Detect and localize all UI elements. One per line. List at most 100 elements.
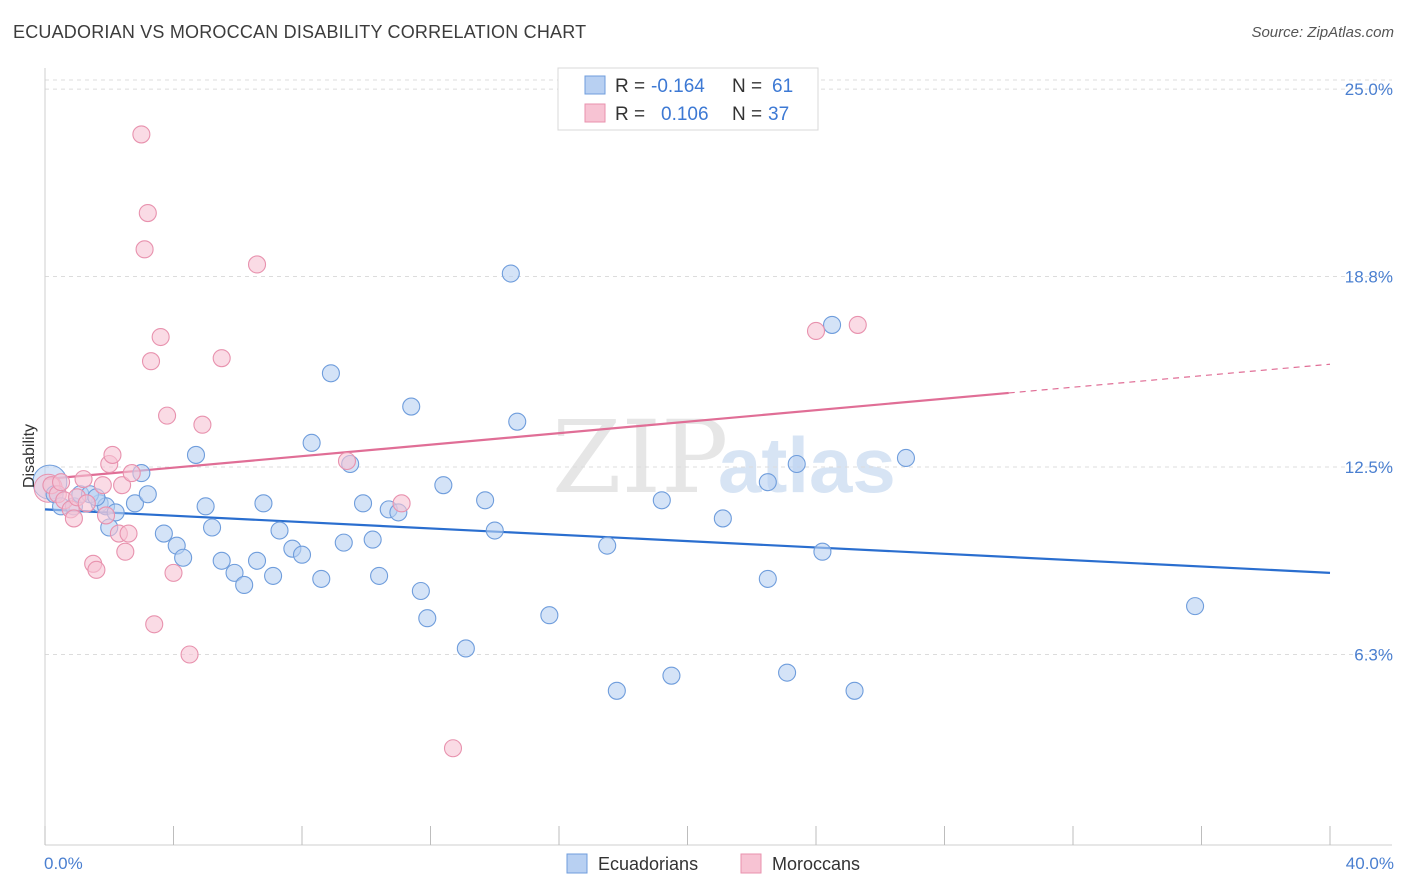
point-moroccans-21 bbox=[138, 203, 157, 223]
point-moroccans-25 bbox=[158, 406, 177, 425]
legend-r-value-ecuadorians: -0.164 bbox=[651, 76, 705, 97]
trend-line-extension-moroccans bbox=[1008, 363, 1331, 394]
point-ecuadorians-21 bbox=[235, 575, 254, 595]
watermark: ZIP atlas bbox=[552, 399, 896, 516]
bottom-legend-ecuadorians: Ecuadorians bbox=[598, 854, 698, 874]
point-moroccans-13 bbox=[103, 445, 122, 464]
point-moroccans-34 bbox=[848, 315, 867, 334]
point-ecuadorians-30 bbox=[321, 364, 340, 383]
point-moroccans-22 bbox=[141, 352, 161, 371]
point-moroccans-32 bbox=[392, 494, 411, 513]
point-ecuadorians-24 bbox=[264, 566, 283, 585]
point-ecuadorians-53 bbox=[758, 569, 777, 588]
point-ecuadorians-42 bbox=[456, 639, 475, 658]
chart-title: ECUADORIAN VS MOROCCAN DISABILITY CORREL… bbox=[13, 22, 587, 42]
point-ecuadorians-19 bbox=[212, 551, 231, 570]
watermark-zip: ZIP bbox=[552, 399, 728, 516]
point-ecuadorians-15 bbox=[174, 548, 193, 567]
point-ecuadorians-43 bbox=[476, 491, 495, 510]
point-moroccans-33 bbox=[443, 739, 463, 758]
point-ecuadorians-29 bbox=[312, 569, 331, 588]
point-moroccans-35 bbox=[806, 321, 826, 341]
watermark-atlas: atlas bbox=[718, 421, 896, 509]
point-ecuadorians-17 bbox=[196, 497, 215, 516]
legend-r-label-2: R = bbox=[615, 104, 645, 125]
point-moroccans-27 bbox=[180, 645, 199, 664]
y-tick-label-1: 12.5% bbox=[1345, 458, 1393, 477]
point-ecuadorians-50 bbox=[652, 491, 671, 510]
point-ecuadorians-16 bbox=[186, 445, 206, 464]
point-moroccans-10 bbox=[93, 476, 112, 495]
point-ecuadorians-41 bbox=[434, 476, 453, 495]
point-ecuadorians-11 bbox=[138, 485, 157, 504]
grid bbox=[45, 79, 1392, 656]
y-axis-title: Disability bbox=[21, 424, 38, 488]
legend-r-value-moroccans: 0.106 bbox=[661, 104, 709, 125]
point-moroccans-30 bbox=[247, 255, 267, 274]
point-ecuadorians-57 bbox=[813, 542, 832, 561]
point-ecuadorians-10 bbox=[125, 494, 144, 513]
point-moroccans-6 bbox=[64, 509, 83, 528]
point-ecuadorians-18 bbox=[203, 518, 222, 537]
trend-line-moroccans bbox=[44, 391, 1009, 481]
y-tick-label-3: 25.0% bbox=[1345, 80, 1393, 99]
point-ecuadorians-61 bbox=[1186, 597, 1205, 616]
legend-n-label-1: N = bbox=[732, 76, 762, 97]
chart-source: Source: ZipAtlas.com bbox=[1251, 24, 1394, 41]
legend-swatch-ecuadorians bbox=[584, 75, 606, 95]
y-tick-label-0: 6.3% bbox=[1354, 646, 1393, 665]
point-moroccans-9 bbox=[87, 560, 106, 579]
point-ecuadorians-52 bbox=[713, 509, 732, 528]
point-ecuadorians-45 bbox=[501, 264, 520, 283]
point-moroccans-31 bbox=[337, 451, 357, 471]
point-ecuadorians-40 bbox=[418, 609, 437, 628]
legend-n-value-moroccans: 37 bbox=[768, 104, 789, 125]
point-ecuadorians-31 bbox=[334, 533, 353, 552]
point-ecuadorians-39 bbox=[411, 581, 430, 601]
point-moroccans-28 bbox=[193, 415, 212, 434]
point-moroccans-36 bbox=[52, 473, 71, 492]
bottom-legend-swatch-ecuadorians bbox=[566, 853, 588, 874]
legend-r-label-1: R = bbox=[615, 76, 645, 97]
point-moroccans-19 bbox=[132, 125, 151, 144]
point-ecuadorians-35 bbox=[370, 566, 389, 585]
point-ecuadorians-47 bbox=[540, 606, 559, 625]
point-moroccans-26 bbox=[164, 563, 183, 582]
point-moroccans-23 bbox=[145, 615, 164, 634]
point-ecuadorians-23 bbox=[254, 494, 273, 513]
point-moroccans-16 bbox=[116, 542, 135, 561]
point-ecuadorians-48 bbox=[598, 536, 617, 555]
legend-n-value-ecuadorians: 61 bbox=[772, 76, 793, 97]
axes: 6.3% 12.5% 18.8% 25.0% bbox=[44, 68, 1393, 846]
point-moroccans-17 bbox=[119, 524, 138, 543]
point-ecuadorians-38 bbox=[402, 397, 421, 416]
point-ecuadorians-54 bbox=[758, 473, 777, 492]
point-ecuadorians-33 bbox=[353, 494, 373, 513]
point-moroccans-18 bbox=[122, 464, 141, 483]
point-ecuadorians-28 bbox=[302, 433, 321, 452]
trend-lines bbox=[44, 363, 1331, 574]
point-ecuadorians-46 bbox=[508, 412, 527, 431]
point-ecuadorians-56 bbox=[787, 454, 806, 474]
point-ecuadorians-51 bbox=[662, 666, 681, 685]
point-ecuadorians-13 bbox=[154, 524, 173, 543]
point-ecuadorians-20 bbox=[225, 563, 244, 582]
trend-line-ecuadorians bbox=[44, 508, 1331, 574]
point-moroccans-20 bbox=[135, 240, 154, 259]
stats-legend: R = -0.164 N = 61 R = 0.106 N = 37 bbox=[557, 67, 819, 131]
legend-swatch-moroccans bbox=[584, 103, 606, 123]
x-tick-label-min: 0.0% bbox=[44, 854, 83, 873]
point-ecuadorians-44 bbox=[485, 521, 504, 540]
point-ecuadorians-34 bbox=[363, 530, 382, 549]
bottom-legend-moroccans: Moroccans bbox=[772, 854, 860, 874]
point-ecuadorians-49 bbox=[607, 681, 626, 700]
point-moroccans-7 bbox=[77, 494, 96, 513]
data-points bbox=[32, 125, 1205, 758]
point-ecuadorians-59 bbox=[845, 681, 864, 700]
point-moroccans-15 bbox=[113, 476, 132, 495]
point-moroccans-11 bbox=[96, 506, 116, 525]
point-moroccans-5 bbox=[74, 470, 93, 489]
y-tick-label-2: 18.8% bbox=[1345, 268, 1393, 287]
point-ecuadorians-25 bbox=[270, 521, 289, 540]
